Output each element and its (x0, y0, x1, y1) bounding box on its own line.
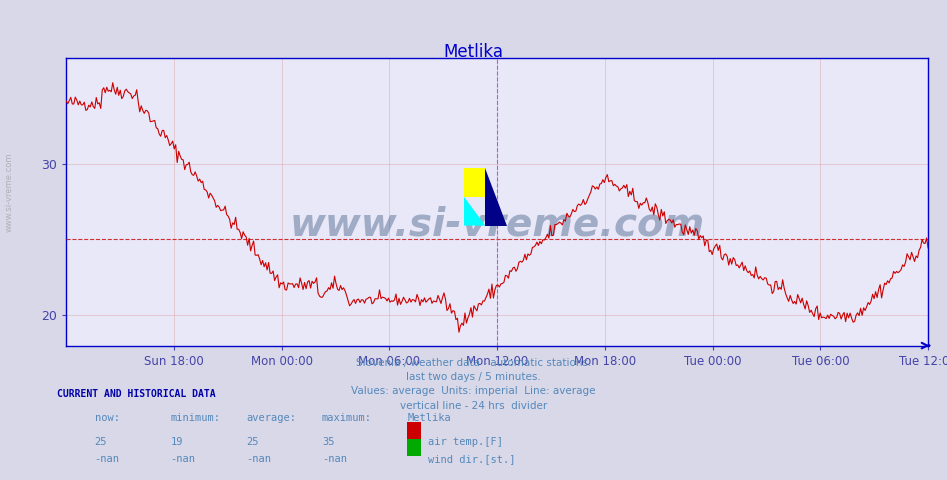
Polygon shape (486, 168, 507, 226)
Text: -nan: -nan (170, 454, 195, 464)
Text: -nan: -nan (246, 454, 271, 464)
Bar (464, 168, 486, 197)
Text: maximum:: maximum: (322, 413, 372, 423)
Text: -nan: -nan (95, 454, 119, 464)
Text: 25: 25 (95, 437, 107, 447)
Text: CURRENT AND HISTORICAL DATA: CURRENT AND HISTORICAL DATA (57, 389, 216, 399)
Text: www.si-vreme.com: www.si-vreme.com (290, 205, 705, 244)
Text: last two days / 5 minutes.: last two days / 5 minutes. (406, 372, 541, 382)
Text: minimum:: minimum: (170, 413, 221, 423)
Text: www.si-vreme.com: www.si-vreme.com (5, 152, 14, 232)
Text: 35: 35 (322, 437, 334, 447)
Text: wind dir.[st.]: wind dir.[st.] (428, 454, 515, 464)
Text: -nan: -nan (322, 454, 347, 464)
Text: air temp.[F]: air temp.[F] (428, 437, 503, 447)
Text: Metlika: Metlika (407, 413, 451, 423)
Text: Values: average  Units: imperial  Line: average: Values: average Units: imperial Line: av… (351, 386, 596, 396)
Text: Metlika: Metlika (443, 43, 504, 61)
Text: now:: now: (95, 413, 119, 423)
Text: 19: 19 (170, 437, 183, 447)
Text: average:: average: (246, 413, 296, 423)
Text: Slovenia / weather data - automatic stations.: Slovenia / weather data - automatic stat… (356, 358, 591, 368)
Polygon shape (464, 197, 486, 226)
Text: 25: 25 (246, 437, 259, 447)
Text: vertical line - 24 hrs  divider: vertical line - 24 hrs divider (400, 401, 547, 411)
